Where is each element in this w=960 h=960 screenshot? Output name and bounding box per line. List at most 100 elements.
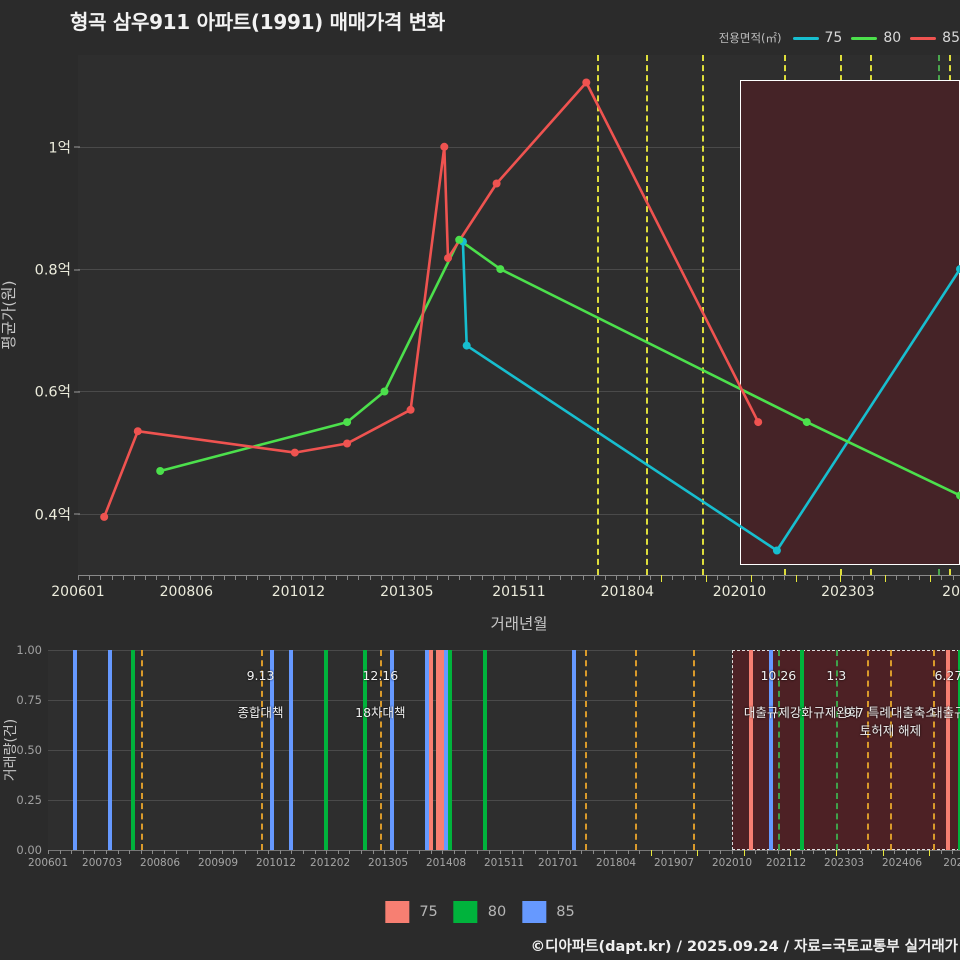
x-minor-tick	[302, 575, 304, 580]
volume-bar[interactable]	[289, 650, 294, 850]
volume-bar[interactable]	[946, 650, 951, 850]
page-title: 형곡 삼우911 아파트(1991) 매매가격 변화	[70, 10, 445, 34]
volume-bar[interactable]	[444, 650, 449, 850]
volume-legend-item-80[interactable]: 80	[453, 901, 506, 923]
volume-bar[interactable]	[324, 650, 329, 850]
series-point-80[interactable]	[343, 418, 352, 427]
x-minor-tick	[604, 575, 606, 580]
volume-bar[interactable]	[799, 650, 804, 850]
volume-bar[interactable]	[749, 650, 754, 850]
x-minor-tick	[268, 850, 270, 854]
policy-vline	[635, 650, 638, 850]
x-minor-tick	[488, 850, 490, 854]
series-point-80[interactable]	[802, 418, 811, 427]
x-minor-tick	[708, 850, 710, 854]
x-minor-tick	[534, 850, 536, 854]
series-point-75[interactable]	[772, 546, 781, 555]
x-minor-tick	[728, 575, 730, 580]
volume-legend-item-75[interactable]: 75	[385, 901, 438, 923]
series-point-85[interactable]	[582, 78, 591, 87]
gridline	[78, 513, 960, 515]
volume-bar[interactable]	[428, 650, 433, 850]
volume-bar[interactable]	[107, 650, 112, 850]
x-minor-tick	[447, 575, 449, 580]
x-minor-tick	[465, 850, 467, 854]
volume-bar[interactable]	[131, 650, 136, 850]
volume-bar-chart[interactable]: 0.000.250.500.751.00 8.2 대책9.13종합대책12.16…	[16, 643, 960, 857]
volume-legend-item-85[interactable]: 85	[522, 901, 575, 923]
volume-bar[interactable]	[482, 650, 487, 850]
legend-item-75[interactable]: 75	[792, 30, 842, 46]
policy-annotation: 6.27	[934, 668, 960, 683]
volume-x-axis-line	[48, 850, 960, 851]
x-minor-tick	[649, 575, 651, 580]
policy-vline	[380, 650, 383, 850]
volume-bar[interactable]	[362, 650, 367, 850]
x-minor-tick	[616, 850, 618, 854]
main-y-tick: 1억	[48, 136, 80, 157]
x-minor-tick	[167, 575, 169, 580]
series-point-85[interactable]	[492, 179, 501, 188]
volume-bar[interactable]	[424, 650, 429, 850]
legend-item-85[interactable]: 85	[910, 30, 960, 46]
series-point-75[interactable]	[956, 265, 960, 274]
volume-bar[interactable]	[440, 650, 445, 850]
volume-legend-label-85: 85	[556, 904, 575, 920]
x-minor-tick	[907, 575, 909, 580]
x-minor-tick	[801, 850, 803, 854]
volume-legend-swatch-80	[453, 901, 478, 923]
volume-bar[interactable]	[73, 650, 78, 850]
x-minor-tick	[291, 575, 293, 580]
series-point-85[interactable]	[444, 254, 452, 263]
volume-bar[interactable]	[768, 650, 773, 850]
x-minor-tick	[233, 850, 235, 854]
x-minor-tick	[616, 575, 618, 580]
volume-x-tick: 201907	[653, 857, 695, 869]
x-minor-tick	[627, 575, 629, 580]
x-minor-tick	[500, 850, 502, 854]
volume-bar[interactable]	[270, 650, 275, 850]
x-minor-tick	[685, 850, 687, 854]
series-point-80[interactable]	[956, 491, 960, 500]
x-minor-tick	[546, 850, 548, 854]
volume-bar[interactable]	[436, 650, 441, 850]
series-point-85[interactable]	[406, 405, 415, 414]
x-minor-tick	[372, 850, 374, 854]
legend-swatch-85	[910, 36, 937, 40]
volume-bar[interactable]	[447, 650, 452, 850]
policy-vline	[260, 650, 263, 850]
price-line-chart[interactable]: 0.4억 0.6억 0.8억 1억	[35, 55, 960, 575]
x-minor-tick	[560, 575, 562, 580]
policy-annotation: 규제완화	[813, 705, 860, 720]
x-minor-tick	[806, 575, 808, 580]
series-point-85[interactable]	[290, 448, 299, 457]
volume-x-tick: 201804	[596, 857, 637, 869]
series-point-85[interactable]	[343, 439, 352, 448]
series-point-85[interactable]	[100, 512, 109, 521]
series-point-80[interactable]	[156, 467, 165, 475]
volume-bar[interactable]	[389, 650, 394, 850]
x-minor-tick	[245, 850, 247, 854]
volume-bar[interactable]	[571, 650, 576, 850]
policy-vline	[693, 650, 696, 850]
volume-x-tick: 201511	[483, 857, 525, 869]
x-minor-tick	[117, 850, 119, 854]
volume-bar[interactable]	[958, 650, 960, 850]
x-minor-tick	[418, 850, 420, 854]
x-minor-tick	[361, 850, 363, 854]
series-point-75[interactable]	[462, 341, 471, 350]
x-minor-tick	[223, 575, 225, 580]
x-minor-tick	[337, 850, 339, 854]
series-point-85[interactable]	[440, 142, 449, 151]
price-series-svg	[100, 78, 960, 555]
series-point-85[interactable]	[754, 418, 763, 427]
legend-item-80[interactable]: 80	[851, 30, 901, 46]
x-minor-tick	[314, 850, 316, 854]
series-point-80[interactable]	[455, 235, 464, 244]
series-point-80[interactable]	[496, 265, 505, 274]
series-point-80[interactable]	[380, 387, 389, 396]
x-minor-tick	[257, 575, 259, 580]
x-minor-tick	[871, 850, 873, 854]
volume-x-tick: 202406	[881, 857, 923, 869]
series-point-85[interactable]	[133, 427, 142, 436]
